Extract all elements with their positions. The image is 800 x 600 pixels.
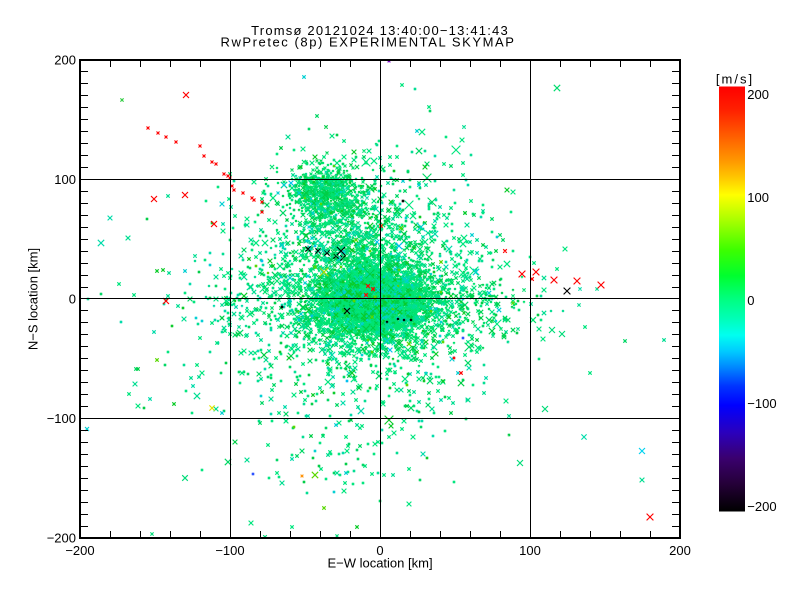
svg-text:[m/s]: [m/s] [716,72,754,87]
svg-text:0: 0 [747,293,754,308]
svg-text:−100: −100 [747,396,776,411]
svg-text:200: 200 [54,53,76,68]
svg-text:E−W location [km]: E−W location [km] [327,556,432,571]
svg-text:RwPretec (8p) EXPERIMENTAL SKY: RwPretec (8p) EXPERIMENTAL SKYMAP [221,34,516,49]
svg-text:100: 100 [54,172,76,187]
svg-text:0: 0 [69,292,76,307]
svg-text:100: 100 [747,190,769,205]
svg-text:0: 0 [376,543,383,558]
svg-text:200: 200 [747,87,769,102]
svg-text:−200: −200 [747,499,776,514]
svg-text:−200: −200 [65,543,94,558]
svg-text:Tromsø 20121024 13:40:00−13:41: Tromsø 20121024 13:40:00−13:41:43 [251,23,509,38]
svg-text:N−S location [km]: N−S location [km] [26,248,41,350]
svg-text:200: 200 [669,543,691,558]
svg-text:−100: −100 [47,411,76,426]
svg-text:−100: −100 [215,543,244,558]
svg-text:100: 100 [519,543,541,558]
svg-text:−200: −200 [47,531,76,546]
